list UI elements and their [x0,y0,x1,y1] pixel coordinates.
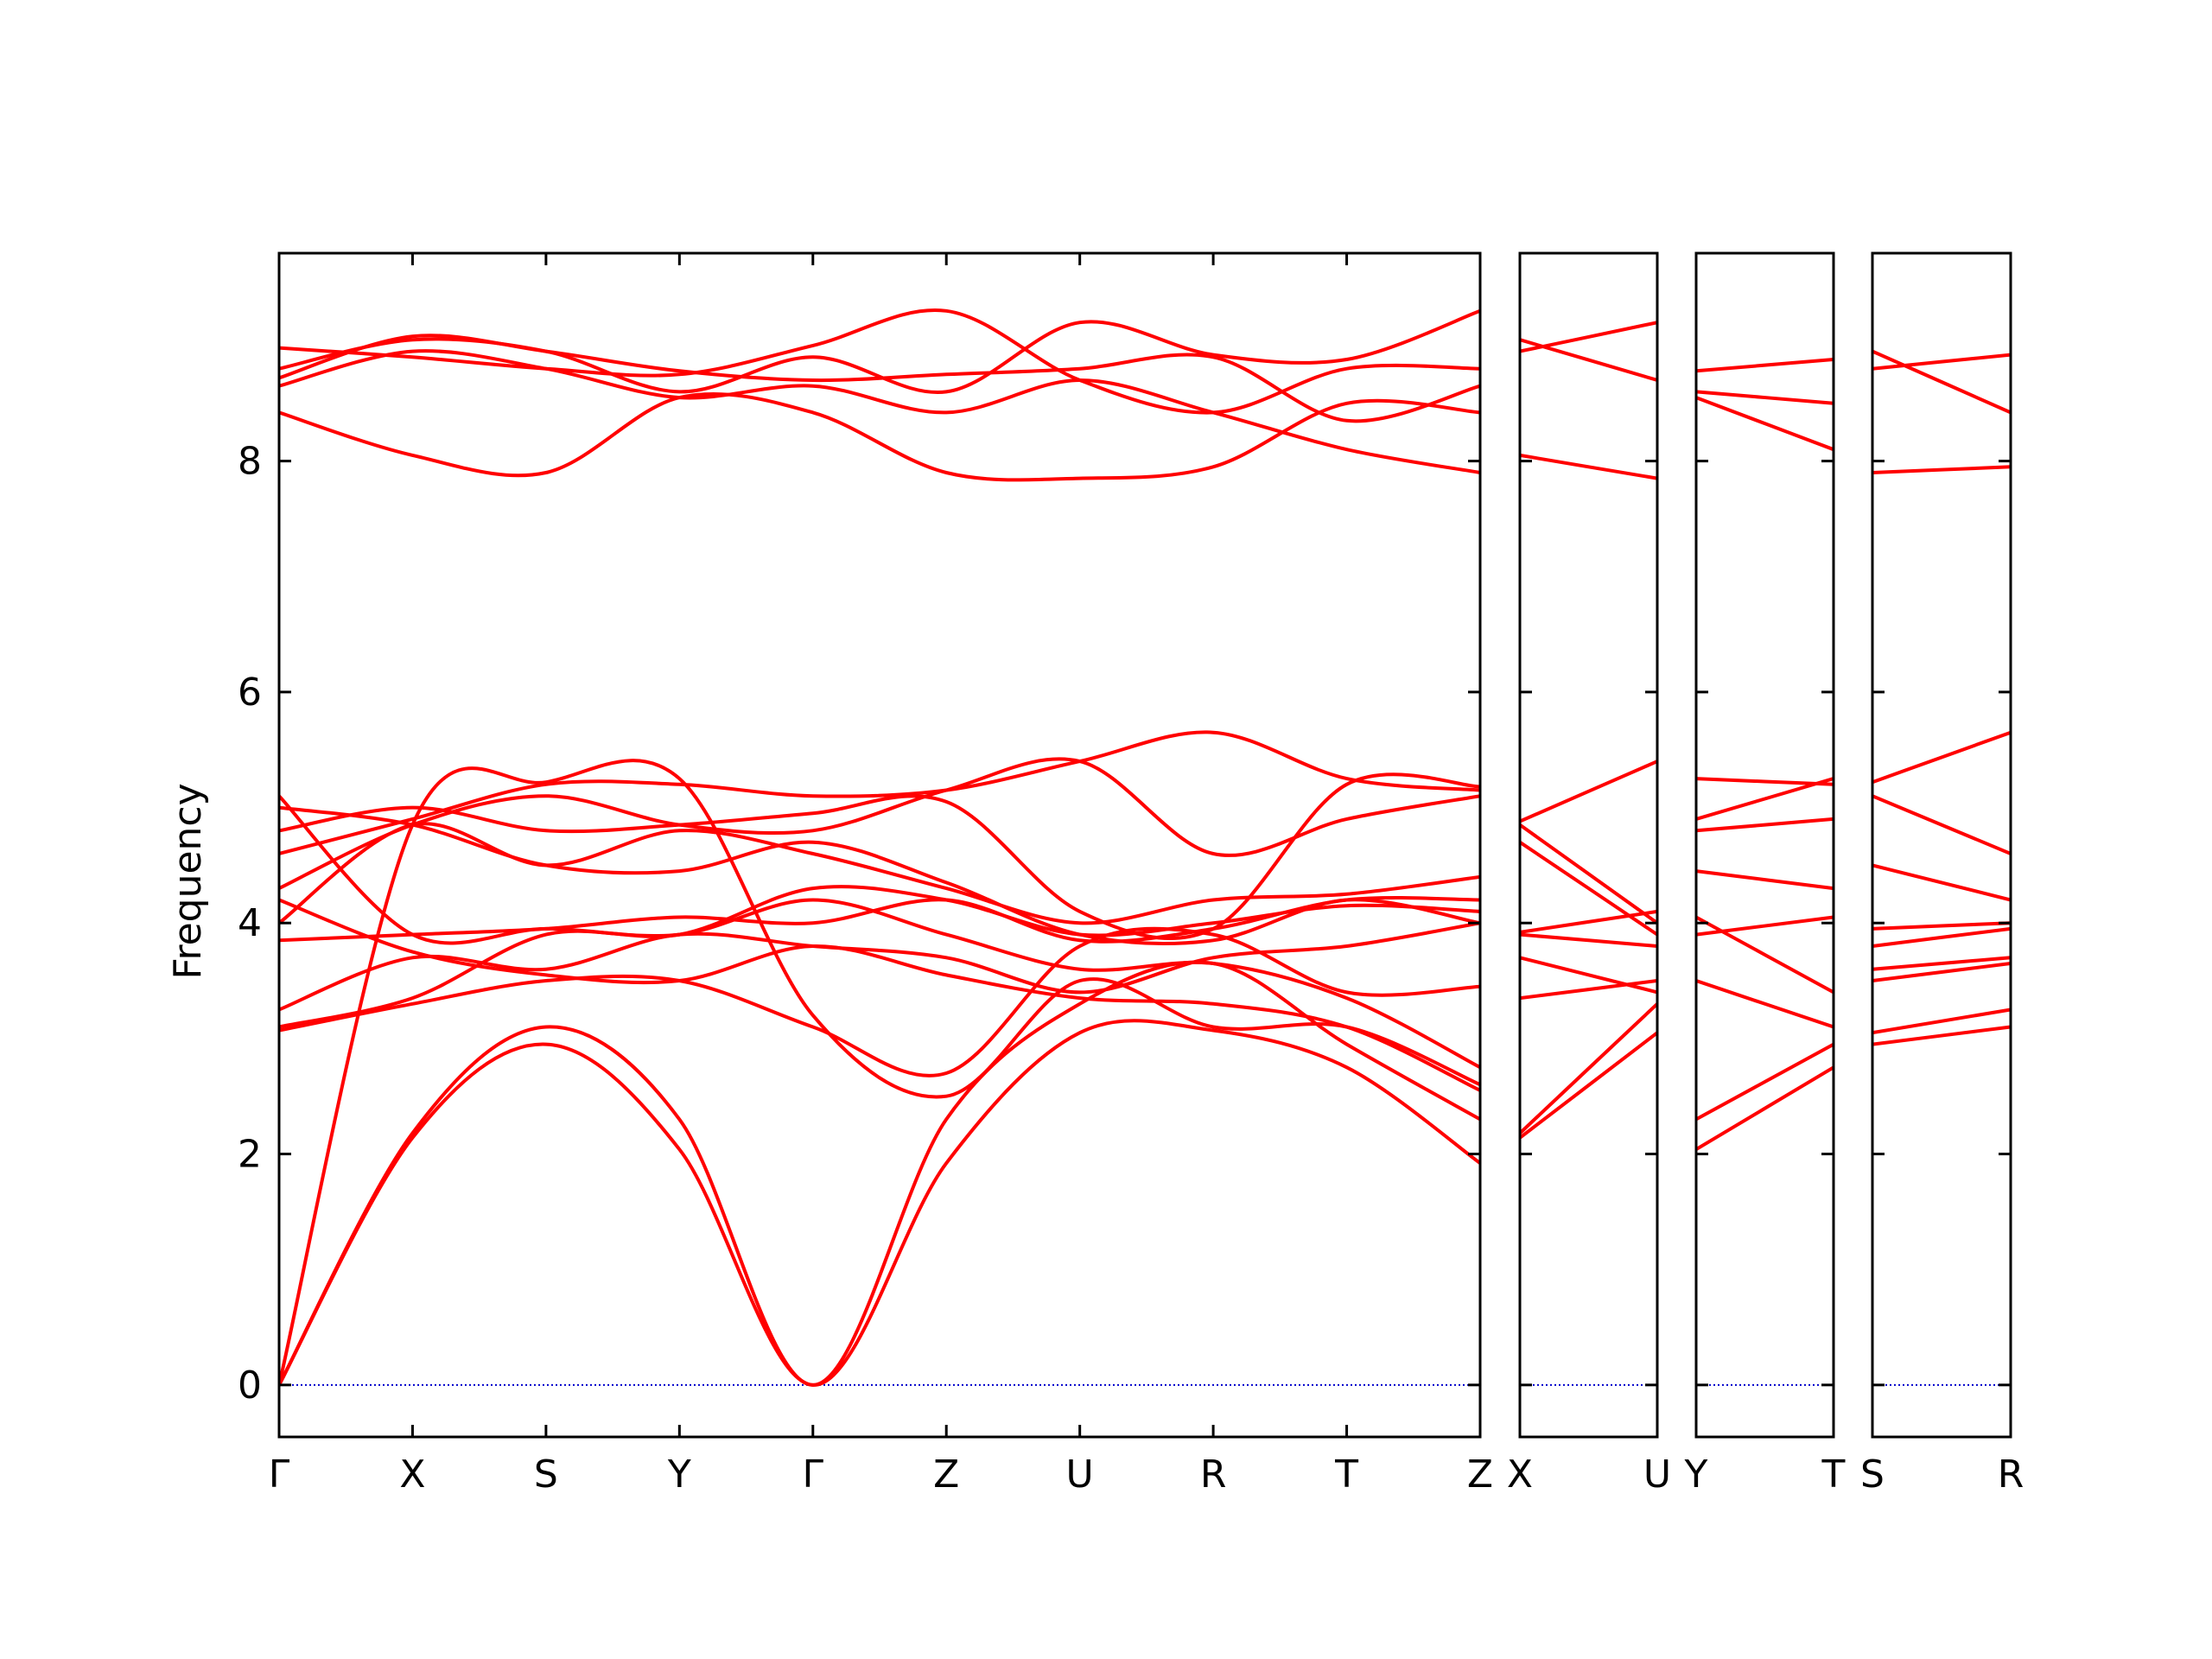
x-tick-label: T [1821,1452,1846,1497]
band-line-5 [1696,915,1834,995]
x-tick-label: X [399,1452,425,1497]
x-tick-label: Z [933,1452,959,1497]
y-tick-label: 4 [238,901,262,945]
x-tick-label: Y [667,1452,691,1497]
x-tick-label: R [1998,1452,2024,1497]
band-line-6 [1520,909,1657,934]
panel-1: Γ X S Y Γ Z U R T Z 0 2 4 6 8 [238,251,1493,1497]
band-line-4 [1696,915,1834,937]
x-tick-label: T [1334,1452,1358,1497]
band-line-9 [1872,730,2011,785]
x-tick-label: Y [1684,1452,1708,1497]
x-tick-label: Γ [269,1452,290,1497]
y-tick-label: 8 [238,440,262,484]
band-line-10 [1872,465,2011,474]
y-axis-label: Frequency [166,783,210,979]
band-line-6 [279,896,1480,944]
band-line-1 [1520,1031,1657,1140]
x-tick-label: S [1860,1452,1885,1497]
band-line-2 [1520,1001,1657,1135]
band-line-10 [1520,453,1657,480]
band-line-16 [279,349,1480,474]
band-line-11 [1696,390,1834,405]
band-line-12 [279,794,1480,1070]
band-line-5 [1872,926,2011,948]
band-line-7 [1696,817,1834,833]
panel-frame [1694,251,1835,1439]
band-series-group [279,308,1480,1387]
band-line-11 [1520,321,1657,353]
band-line-3 [279,759,1480,1387]
band-line-2 [1696,1042,1834,1122]
band-line-11 [1872,353,2011,371]
band-line-3 [1872,962,2011,982]
y-tick-label: 6 [238,671,262,715]
band-line-4 [1520,956,1657,995]
band-series-group [1872,349,2011,1046]
band-line-5 [1520,932,1657,948]
band-series-group [1696,358,1834,1152]
band-line-4 [1872,956,2011,971]
band-line-12 [1696,358,1834,373]
band-line-7 [1872,863,2011,902]
band-line-1 [279,1019,1480,1387]
x-tick-label: U [1643,1452,1671,1497]
band-line-7 [279,822,1480,925]
band-series-group [1520,321,1657,1140]
band-line-6 [1696,869,1834,891]
band-line-14 [279,885,1480,1029]
band-line-4 [279,926,1480,1077]
band-line-9 [279,730,1480,855]
band-line-18 [279,308,1480,415]
band-line-9 [1696,777,1834,786]
band-line-10 [1696,396,1834,452]
x-tick-label: X [1507,1452,1533,1497]
x-tick-label: U [1066,1452,1094,1497]
x-tick-label: Z [1467,1452,1493,1497]
y-tick-label: 0 [238,1363,262,1408]
band-line-12 [1872,349,2011,415]
band-line-1 [1696,1065,1834,1152]
band-line-15 [279,391,1480,482]
x-tick-label: R [1200,1452,1227,1497]
band-line-19 [279,334,1480,423]
band-line-3 [1696,979,1834,1029]
band-line-6 [1872,921,2011,931]
band-line-8 [1520,840,1657,937]
band-line-1 [1872,1025,2011,1046]
panel-frame [1518,251,1659,1439]
band-line-2 [1872,1007,2011,1035]
band-line-5 [279,921,1480,1012]
band-line-12 [1520,338,1657,382]
band-line-8 [279,757,1480,891]
band-line-2 [279,960,1480,1387]
band-line-7 [1520,823,1657,925]
band-line-10 [279,772,1480,940]
band-line-11 [279,805,1480,946]
band-line-9 [1520,760,1657,823]
band-line-3 [1520,979,1657,1001]
band-line-8 [1696,777,1834,821]
panel-frame [1871,251,2012,1439]
panel-frame [277,251,1482,1439]
x-tick-label: Γ [803,1452,824,1497]
band-line-13 [279,898,1480,1092]
y-tick-label: 2 [238,1133,262,1177]
x-tick-label: S [534,1452,558,1497]
band-line-8 [1872,794,2011,855]
